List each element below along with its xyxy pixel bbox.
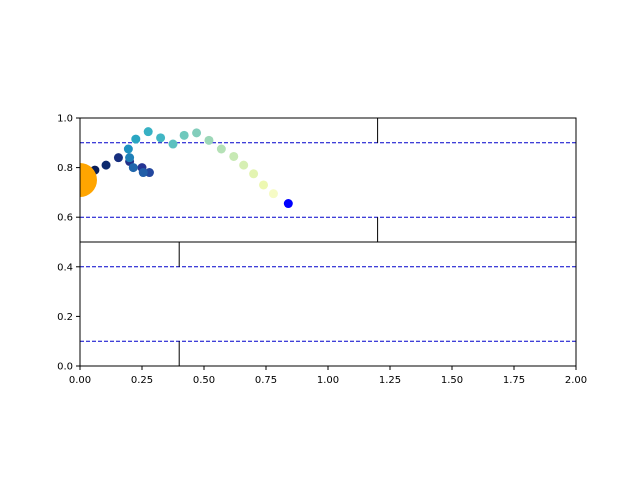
data-point-9: [123, 144, 133, 154]
x-tick-label: 1.75: [503, 375, 525, 386]
data-point-5: [144, 168, 154, 178]
x-tick-label: 1.25: [379, 375, 401, 386]
data-point-12: [156, 133, 166, 143]
data-point-13: [168, 139, 178, 149]
data-point-20: [249, 169, 259, 179]
data-point-23: [283, 199, 293, 209]
y-tick-label: 1.0: [57, 114, 73, 125]
data-point-18: [229, 151, 239, 161]
data-point-10: [131, 134, 141, 144]
data-point-2: [113, 153, 123, 163]
y-tick-label: 0.0: [57, 362, 73, 373]
data-point-17: [216, 144, 226, 154]
x-tick-label: 0.75: [255, 375, 277, 386]
x-tick-label: 0.50: [193, 375, 215, 386]
y-tick-label: 0.4: [57, 262, 73, 273]
large-marker-layer: [80, 163, 97, 197]
data-point-19: [239, 160, 249, 170]
y-axis-ticks: 0.0 0.2 0.4 0.6 0.8 1.0: [57, 114, 80, 373]
data-point-11: [143, 127, 153, 137]
dashed-reference-lines: [80, 142, 576, 342]
data-point-16: [204, 135, 214, 145]
data-points: [90, 127, 293, 209]
x-axis-ticks: 0.00 0.25 0.50 0.75 1.00 1.25 1.50 1.75 2.00: [69, 366, 587, 386]
x-tick-label: 1.50: [441, 375, 463, 386]
y-tick-label: 0.2: [57, 312, 73, 323]
large-marker: [80, 163, 97, 197]
data-point-15: [192, 128, 202, 138]
x-tick-label: 1.00: [317, 375, 339, 386]
x-tick-label: 0.00: [69, 375, 91, 386]
data-point-7: [128, 163, 138, 173]
data-point-21: [259, 180, 269, 190]
x-tick-label: 0.25: [131, 375, 153, 386]
data-point-1: [101, 160, 111, 170]
y-tick-label: 0.6: [57, 213, 73, 224]
data-point-8: [125, 153, 135, 163]
x-tick-label: 2.00: [565, 375, 587, 386]
data-point-6: [138, 168, 148, 178]
y-tick-label: 0.8: [57, 163, 73, 174]
partition-lines: [80, 118, 576, 366]
data-point-14: [179, 130, 189, 140]
data-point-22: [268, 189, 278, 199]
